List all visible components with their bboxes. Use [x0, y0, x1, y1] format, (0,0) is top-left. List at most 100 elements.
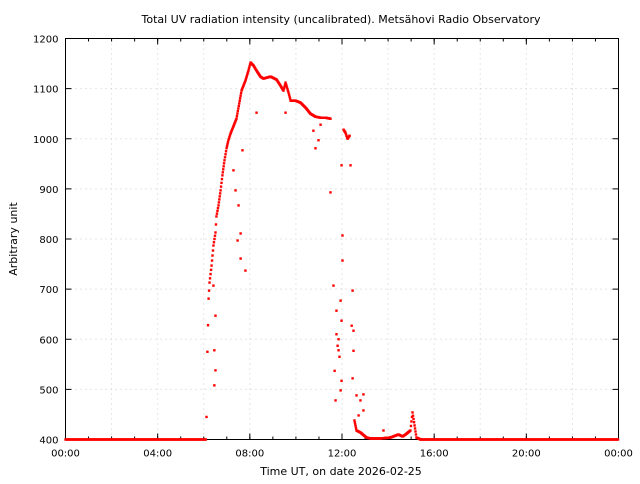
data-point: [208, 281, 211, 284]
data-point: [227, 137, 231, 140]
x-tick-label: 16:00: [420, 449, 449, 460]
data-point: [212, 284, 215, 287]
data-point: [317, 139, 320, 142]
data-point: [226, 141, 230, 144]
data-point: [215, 212, 219, 215]
data-point: [413, 424, 416, 427]
data-point: [362, 409, 365, 412]
y-axis-label: Arbitrary unit: [7, 202, 20, 276]
data-point: [235, 114, 239, 118]
data-point: [329, 117, 332, 120]
data-point: [205, 415, 208, 419]
data-point: [338, 355, 341, 358]
data-point: [215, 215, 218, 218]
data-point: [319, 123, 322, 126]
y-tick-label: 1200: [33, 35, 58, 46]
data-point: [216, 209, 219, 213]
axis-ticks: 00:00 04:00 08:00 12:00 16:00 20:00 00:00 400 50…: [33, 35, 633, 460]
data-point: [240, 88, 244, 91]
data-point: [242, 83, 246, 86]
data-point: [238, 99, 241, 103]
data-point: [241, 86, 244, 90]
data-point: [248, 65, 251, 68]
data-point: [244, 269, 247, 272]
data-point: [239, 257, 242, 260]
data-point: [255, 111, 258, 114]
data-point: [207, 289, 211, 292]
data-point: [206, 324, 210, 327]
data-point: [241, 149, 244, 152]
data-point: [409, 429, 412, 432]
data-point: [339, 299, 342, 302]
data-point: [334, 399, 337, 402]
data-point: [212, 241, 216, 244]
grid-lines: [65, 38, 619, 440]
data-point: [354, 423, 357, 426]
data-point: [244, 77, 248, 81]
data-points: [64, 61, 620, 441]
data-point: [241, 85, 245, 89]
data-point: [332, 284, 335, 287]
data-point: [209, 268, 213, 272]
data-point: [246, 72, 249, 75]
data-point: [410, 415, 414, 419]
data-point: [413, 427, 417, 430]
data-point: [218, 195, 221, 198]
data-point: [359, 399, 362, 402]
x-tick-label: 08:00: [235, 449, 264, 460]
data-point: [419, 438, 422, 441]
x-tick-label: 00:00: [604, 449, 633, 460]
data-point: [352, 349, 355, 352]
data-point: [224, 153, 227, 156]
data-point: [221, 174, 224, 177]
data-point: [236, 239, 239, 242]
data-point: [223, 159, 226, 162]
data-point: [225, 147, 228, 150]
data-point: [351, 377, 354, 380]
data-point: [222, 168, 225, 171]
data-point: [222, 165, 225, 168]
data-point: [352, 329, 355, 332]
data-point: [414, 430, 417, 433]
data-point: [286, 89, 290, 93]
data-point: [211, 254, 214, 257]
data-point: [236, 109, 240, 113]
data-point: [409, 424, 413, 428]
data-point: [228, 134, 232, 137]
data-point: [204, 438, 208, 441]
data-point: [238, 102, 241, 105]
x-tick-label: 20:00: [512, 449, 541, 460]
data-point: [239, 94, 242, 97]
data-point: [341, 234, 344, 237]
data-point: [340, 319, 343, 322]
data-point: [340, 379, 343, 383]
data-point: [411, 411, 414, 414]
data-point: [410, 420, 413, 423]
data-point: [218, 192, 222, 195]
data-point: [219, 189, 222, 192]
data-point: [329, 191, 332, 194]
data-point: [341, 259, 344, 262]
data-point: [339, 389, 342, 392]
data-point: [412, 421, 416, 424]
data-point: [344, 131, 347, 134]
data-point: [288, 97, 292, 100]
data-point: [285, 86, 289, 89]
data-point: [213, 384, 216, 387]
data-point: [224, 150, 228, 153]
data-point: [234, 189, 237, 192]
data-point: [245, 76, 248, 79]
data-point: [213, 349, 216, 352]
data-point: [348, 134, 351, 137]
data-point: [335, 309, 338, 312]
data-point: [228, 135, 231, 139]
data-point: [282, 89, 285, 92]
y-tick-label: 400: [39, 436, 58, 447]
data-point: [220, 177, 224, 181]
data-point: [213, 237, 216, 241]
data-point: [336, 344, 339, 347]
data-point: [284, 81, 287, 84]
data-point: [212, 244, 215, 247]
data-point: [227, 139, 230, 142]
data-point: [237, 204, 240, 207]
